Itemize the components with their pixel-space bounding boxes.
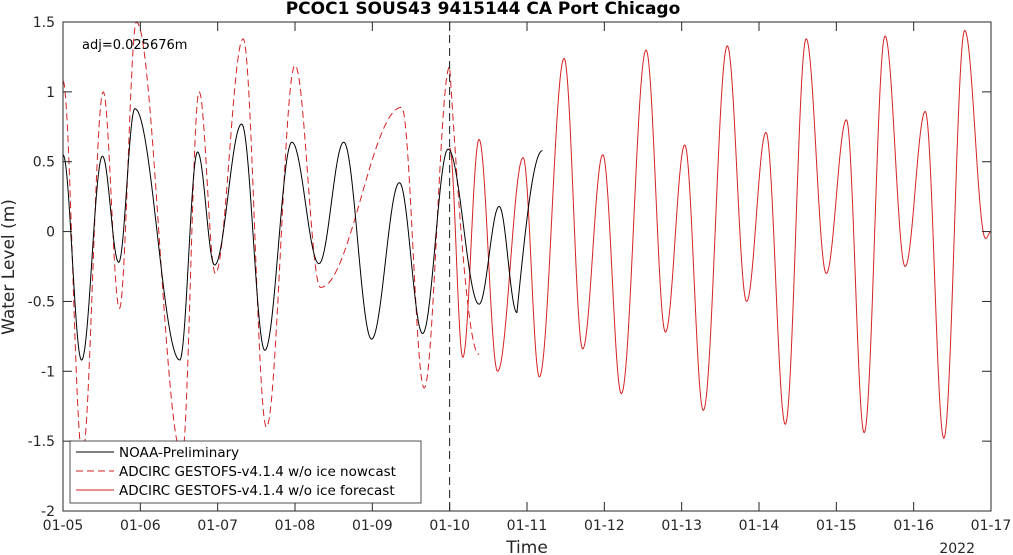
y-axis-label: Water Level (m) [0,199,19,335]
legend-box [69,440,422,504]
axis-ticks: 01-05 01-06 01-07 01-08 01-09 01-10 01-11 01-12… [28,15,1012,534]
y-tick-label: 0 [46,225,55,241]
x-tick-label: 01-14 [739,518,780,534]
y-tick-label: -2 [41,504,55,520]
x-tick-label: 01-12 [584,518,625,534]
y-tick-label: -1.5 [28,434,55,450]
x-tick-label: 01-05 [43,518,84,534]
x-tick-label: 01-07 [197,518,238,534]
series-forecast [449,29,992,439]
y-tick-label: -0.5 [28,294,55,310]
y-tick-label: 1.5 [33,15,55,31]
plot-area [63,22,991,511]
series-layer [62,21,992,456]
series-noaa-preliminary [62,108,543,361]
chart-title: PCOC1 SOUS43 9415144 CA Port Chicago [286,0,681,19]
legend-label-nowcast: ADCIRC GESTOFS-v4.1.4 w/o ice nowcast [119,464,396,480]
x-tick-label: 01-16 [893,518,934,534]
legend: NOAA-Preliminary ADCIRC GESTOFS-v4.1.4 w… [69,440,422,504]
adjustment-annotation: adj=0.025676m [82,38,187,53]
x-tick-label: 01-09 [352,518,393,534]
y-tick-label: 1 [46,85,55,101]
x-year-label: 2022 [939,541,975,555]
x-tick-label: 01-17 [971,518,1012,534]
x-tick-label: 01-10 [429,518,470,534]
x-tick-label: 01-06 [120,518,161,534]
legend-label-forecast: ADCIRC GESTOFS-v4.1.4 w/o ice forecast [119,483,395,499]
x-tick-label: 01-13 [661,518,702,534]
x-axis-label: Time [505,538,548,555]
x-tick-label: 01-08 [275,518,316,534]
x-tick-label: 01-15 [816,518,857,534]
y-tick-label: 0.5 [33,155,55,171]
x-tick-label: 01-11 [507,518,548,534]
y-tick-label: -1 [41,364,55,380]
legend-label-noaa: NOAA-Preliminary [119,445,239,461]
